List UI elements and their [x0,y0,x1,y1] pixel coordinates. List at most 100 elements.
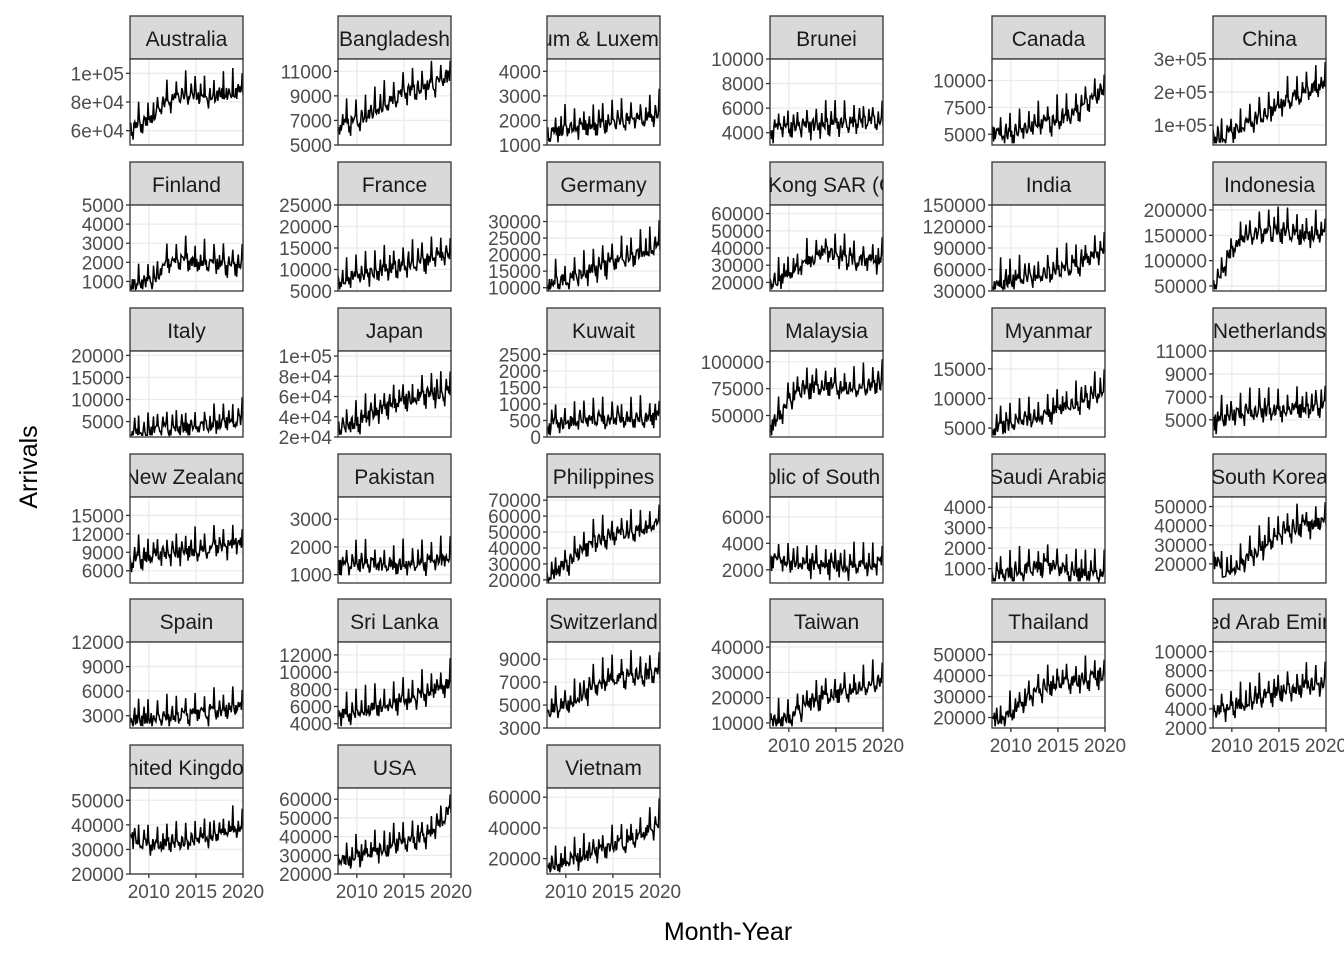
y-tick-label: 1e+05 [279,347,332,368]
panel-border [546,58,661,146]
y-tick-label: 5000 [82,413,124,434]
series-line [770,233,883,290]
y-tick-label: 30000 [488,555,541,576]
series-line [338,60,451,136]
y-tick-label: 7000 [499,673,541,694]
y-tick-label: 2000 [82,253,124,274]
panel-myanmar: Myanmar 5000 10000 15000 [933,307,1106,440]
y-tick-label: 40000 [933,667,986,688]
y-tick-label: 9000 [82,543,124,564]
y-tick-label: 6000 [82,562,124,583]
panel-border [337,350,452,438]
y-tick-label: 20000 [279,218,332,239]
y-tick-label: 30000 [933,282,986,303]
x-tick-label: 2020 [639,882,681,903]
y-tick-label: 11000 [1156,342,1207,363]
x-axis-title: Month-Year [664,918,792,946]
y-tick-label: 2e+05 [1154,83,1207,104]
series-line [547,395,660,436]
y-tick-label: 2000 [722,561,764,582]
y-tick-label: 10000 [711,50,764,71]
y-tick-label: 500 [509,411,541,432]
y-tick-label: 40000 [71,816,124,837]
strip-label: Spain [160,611,214,634]
series-line [130,686,243,727]
y-tick-label: 30000 [1154,536,1207,557]
y-tick-label: 0 [530,428,541,449]
y-tick-label: 50000 [1154,498,1207,519]
panel-border [129,787,244,875]
strip-background [337,307,452,352]
y-tick-label: 20000 [933,709,986,730]
panel-border [546,787,661,875]
x-tick-label: 2020 [1305,736,1344,757]
y-tick-label: 15000 [488,262,541,283]
y-tick-label: 9000 [499,650,541,671]
strip-label: Sri Lanka [350,611,439,634]
panel-spain: Spain 3000 6000 9000 12000 [71,598,244,729]
y-tick-label: 8e+04 [71,93,125,114]
y-tick-label: 5000 [1165,411,1207,432]
y-tick-label: 60000 [711,205,764,226]
strip-background [1212,598,1327,643]
panel-background [547,642,660,728]
series-line [770,659,883,727]
panel-border [769,641,884,729]
x-tick-label: 2010 [336,882,378,903]
y-tick-label: 2000 [290,538,332,559]
y-tick-label: 90000 [933,239,986,260]
y-tick-label: 5000 [290,136,332,157]
x-tick-label: 2020 [430,882,472,903]
y-tick-label: 40000 [711,638,764,659]
y-tick-label: 1000 [499,136,541,157]
y-tick-label: 60000 [488,788,541,809]
series-line [547,798,660,873]
y-tick-label: 15000 [71,368,124,389]
x-tick-label: 2015 [592,882,634,903]
y-tick-label: 12000 [279,646,332,667]
x-tick-label: 2010 [1211,736,1253,757]
y-tick-label: 30000 [279,846,332,867]
panel-border [991,496,1106,584]
strip-label: Kuwait [572,320,635,343]
y-tick-label: 8000 [290,680,332,701]
strip-label: Pakistan [354,466,435,489]
strip-background [337,161,452,206]
y-tick-label: 2000 [1165,719,1207,740]
strip-label: South Korea [1211,466,1328,489]
y-tick-label: 20000 [71,865,124,886]
panel-border [1212,58,1327,146]
y-tick-label: 10000 [711,714,764,735]
panel-belgium-luxembourg: Belgium & Luxembourg 1000 2000 3000 4000 [499,15,661,157]
y-tick-label: 60000 [488,507,541,528]
y-tick-label: 1e+05 [1154,116,1207,137]
y-tick-label: 40000 [488,539,541,560]
series-line [338,794,451,869]
panel-border [991,350,1106,438]
panel-canada: Canada 5000 7500 10000 [933,15,1106,146]
y-tick-label: 15000 [279,239,332,260]
y-tick-label: 7000 [290,111,332,132]
strip-label: Republic of South Africa [714,466,938,489]
panel-border [129,350,244,438]
strip-label: France [362,174,427,197]
y-tick-label: 1000 [82,272,124,293]
strip-label: United Arab Emirates [1170,611,1344,634]
series-line [547,220,660,291]
panel-border [337,787,452,875]
y-tick-label: 40000 [1154,517,1207,538]
y-tick-label: 10000 [279,663,332,684]
y-tick-label: 9000 [82,658,124,679]
y-tick-label: 4000 [1165,700,1207,721]
series-line [130,235,243,291]
strip-background [991,453,1106,498]
y-tick-label: 30000 [488,213,541,234]
series-line [992,655,1105,727]
y-tick-label: 4e+04 [279,408,333,429]
y-tick-label: 1000 [499,395,541,416]
series-line [547,88,660,143]
series-line [1213,661,1326,723]
